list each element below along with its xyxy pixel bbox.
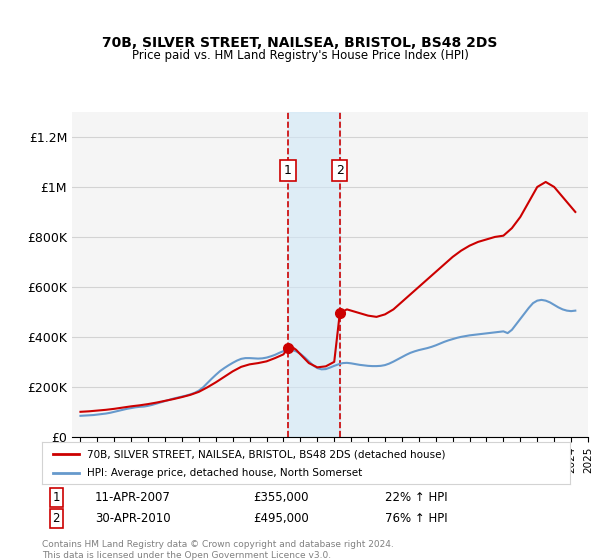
Text: 1: 1 — [53, 491, 60, 504]
Bar — [288, 112, 340, 437]
Text: £495,000: £495,000 — [253, 512, 309, 525]
Text: 76% ↑ HPI: 76% ↑ HPI — [385, 512, 448, 525]
Text: 70B, SILVER STREET, NAILSEA, BRISTOL, BS48 2DS (detached house): 70B, SILVER STREET, NAILSEA, BRISTOL, BS… — [87, 449, 445, 459]
Text: 1: 1 — [284, 164, 292, 177]
Text: 30-APR-2010: 30-APR-2010 — [95, 512, 170, 525]
Text: 70B, SILVER STREET, NAILSEA, BRISTOL, BS48 2DS: 70B, SILVER STREET, NAILSEA, BRISTOL, BS… — [103, 36, 497, 50]
Text: 22% ↑ HPI: 22% ↑ HPI — [385, 491, 448, 504]
Text: HPI: Average price, detached house, North Somerset: HPI: Average price, detached house, Nort… — [87, 468, 362, 478]
Text: 2: 2 — [336, 164, 344, 177]
Text: Contains HM Land Registry data © Crown copyright and database right 2024.
This d: Contains HM Land Registry data © Crown c… — [42, 540, 394, 560]
Text: 11-APR-2007: 11-APR-2007 — [95, 491, 170, 504]
Text: £355,000: £355,000 — [253, 491, 309, 504]
Text: 2: 2 — [53, 512, 60, 525]
Text: Price paid vs. HM Land Registry's House Price Index (HPI): Price paid vs. HM Land Registry's House … — [131, 49, 469, 62]
